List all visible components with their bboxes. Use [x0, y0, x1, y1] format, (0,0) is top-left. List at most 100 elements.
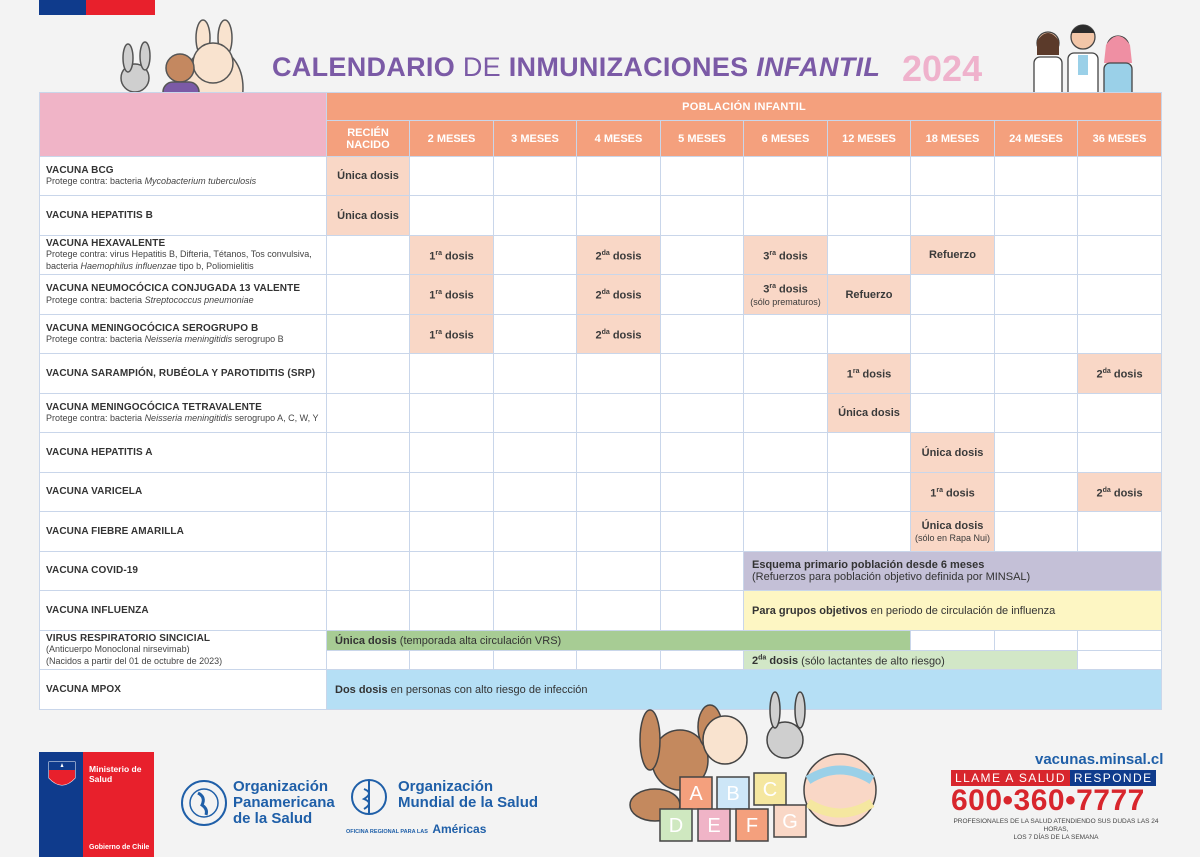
vaccine-cell: VACUNA HEPATITIS B — [39, 195, 327, 236]
vaccine-name: VACUNA MPOX — [46, 683, 121, 695]
vaccine-name: VACUNA HEXAVALENTE — [46, 237, 166, 249]
website-link[interactable]: vacunas.minsal.cl — [1035, 751, 1164, 768]
vaccine-name: VACUNA HEPATITIS B — [46, 209, 153, 221]
dose-cell: Única dosis — [326, 156, 410, 196]
gobierno-label: Gobierno de Chile — [89, 844, 150, 851]
vaccine-cell: VACUNA SARAMPIÓN, RUBÉOLA Y PAROTIDITIS … — [39, 353, 327, 394]
vaccine-name: VACUNA HEPATITIS A — [46, 446, 153, 458]
block-letter: G — [782, 811, 798, 833]
table-row: VACUNA MENINGOCÓCICA SEROGRUPO B Protege… — [39, 314, 1163, 354]
title-part1: CALENDARIO — [272, 52, 455, 82]
dose-cell: Única dosis — [827, 393, 911, 433]
dose-cell: Única dosis — [910, 432, 995, 473]
vrs-schedule-2: 2da dosis (sólo lactantes de alto riesgo… — [743, 650, 1078, 670]
block-letter: B — [726, 783, 739, 805]
ministerio-label: Salud — [89, 774, 113, 784]
oms-region-small: OFICINA REGIONAL PARA LAS — [346, 829, 428, 835]
llame-banner: LLAME A SALUD RESPONDE — [951, 770, 1161, 786]
vaccine-cell: VACUNA MENINGOCÓCICA TETRAVALENTE Proteg… — [39, 393, 327, 433]
ministerio-logo: Ministerio de Salud Gobierno de Chile — [39, 752, 154, 857]
age-header: 18 MESES — [910, 120, 995, 157]
table-row: VACUNA FIEBRE AMARILLA Única dosis (sólo … — [39, 511, 1163, 552]
dose-cell: 1ra dosis — [409, 274, 494, 315]
dose-cell: Refuerzo — [827, 274, 911, 315]
vaccine-cell: VACUNA COVID-19 — [39, 551, 327, 591]
table-row: VACUNA NEUMOCÓCICA CONJUGADA 13 VALENTE … — [39, 274, 1163, 315]
table-row: VACUNA BCG Protege contra: bacteria Myco… — [39, 156, 1163, 196]
vaccine-name: VACUNA BCG — [46, 164, 114, 176]
age-header: 3 MESES — [493, 120, 577, 157]
title-part3: INMUNIZACIONES — [508, 52, 749, 82]
vaccine-cell: VACUNA NEUMOCÓCICA CONJUGADA 13 VALENTE … — [39, 274, 327, 315]
vaccine-name: VACUNA SARAMPIÓN, RUBÉOLA Y PAROTIDITIS … — [46, 367, 316, 379]
age-header: 5 MESES — [660, 120, 744, 157]
vaccine-name: VACUNA MENINGOCÓCICA SEROGRUPO B — [46, 322, 259, 334]
vaccine-protection: Protege contra: bacteria Mycobacterium t… — [46, 176, 257, 186]
vaccine-cell: VIRUS RESPIRATORIO SINCICIAL (Anticuerpo… — [39, 630, 327, 670]
vaccine-cell: VACUNA FIEBRE AMARILLA — [39, 511, 327, 552]
dose-cell: 2da dosis — [1076, 353, 1163, 394]
title-part4: INFANTIL — [756, 52, 881, 82]
vrs-schedule-1: Única dosis (temporada alta circulación … — [326, 630, 911, 651]
vaccine-cell: VACUNA BCG Protege contra: bacteria Myco… — [39, 156, 327, 196]
table-row: VACUNA HEPATITIS B Única dosis — [39, 195, 1163, 236]
dose-cell: 3ra dosis — [743, 235, 828, 275]
ops-label: Organización — [233, 778, 329, 795]
title-part2: DE — [462, 52, 501, 82]
table-row: VIRUS RESPIRATORIO SINCICIAL (Anticuerpo… — [39, 630, 1163, 670]
table-row: VACUNA COVID-19 Esquema primario poblaci… — [39, 551, 1163, 591]
vaccine-protection: (Nacidos a partir del 01 de octubre de 2… — [46, 655, 223, 666]
age-header: 24 MESES — [994, 120, 1078, 157]
dose-cell: Única dosis — [326, 195, 410, 236]
vaccine-name: VACUNA VARICELA — [46, 486, 143, 498]
table-row: VACUNA MENINGOCÓCICA TETRAVALENTE Proteg… — [39, 393, 1163, 433]
who-emblem-icon — [351, 779, 387, 815]
table-row: 2da dosis (sólo lactantes de alto riesgo… — [40, 650, 1163, 670]
table-row: VACUNA MPOX Dos dosis en personas con al… — [39, 669, 1163, 710]
block-letter: A — [689, 783, 703, 805]
vaccine-protection: Protege contra: bacteria Neisseria menin… — [46, 334, 284, 344]
vaccine-protection: Protege contra: bacteria Neisseria menin… — [46, 413, 319, 423]
age-header: 6 MESES — [743, 120, 828, 157]
vaccine-name: VIRUS RESPIRATORIO SINCICIAL — [46, 632, 211, 644]
llame-part1: LLAME A SALUD — [951, 770, 1070, 786]
header-corner — [39, 92, 327, 157]
influenza-schedule: Para grupos objetivos en periodo de circ… — [742, 590, 1163, 631]
year-label: 2024 — [902, 48, 983, 89]
table-row: VACUNA VARICELA 1ra dosis 2da dosis — [39, 472, 1163, 512]
block-letter: E — [707, 815, 720, 837]
dose-cell: Única dosis (sólo en Rapa Nui) — [910, 511, 995, 552]
vaccine-name: VACUNA INFLUENZA — [46, 604, 149, 616]
chile-coat-of-arms-icon — [48, 761, 76, 786]
age-header: 36 MESES — [1076, 120, 1163, 157]
vaccine-cell: VACUNA HEXAVALENTE Protege contra: virus… — [39, 235, 327, 275]
dose-cell: 3ra dosis (sólo prematuros) — [743, 274, 828, 315]
age-header: RECIÉN NACIDO — [326, 120, 410, 157]
vaccine-protection: Protege contra: bacteria Streptococcus p… — [46, 294, 254, 305]
vaccine-protection: (Anticuerpo Monoclonal nirsevimab) — [46, 644, 190, 655]
contact-note: PROFESIONALES DE LA SALUD ATENDIENDO SUS… — [953, 818, 1159, 841]
dose-cell: 1ra dosis — [827, 353, 911, 394]
phone-number[interactable]: 600•360•7777 — [951, 784, 1145, 817]
vaccine-cell: VACUNA HEPATITIS A — [39, 432, 327, 473]
immunization-schedule-table: POBLACIÓN INFANTIL RECIÉN NACIDO 2 MESES… — [39, 92, 1163, 710]
dose-cell: 2da dosis — [1076, 472, 1163, 512]
oms-region-big: Américas — [432, 822, 487, 836]
table-row: VACUNA INFLUENZA Para grupos objetivos e… — [39, 590, 1163, 631]
ops-label: de la Salud — [233, 810, 313, 827]
vaccine-name: VACUNA COVID-19 — [46, 565, 139, 577]
vaccine-cell: VACUNA INFLUENZA — [39, 590, 327, 631]
table-row: VACUNA HEPATITIS A Única dosis — [39, 432, 1163, 473]
table-row: VACUNA HEXAVALENTE Protege contra: virus… — [39, 235, 1163, 275]
oms-logo: Organización Mundial de la Salud OFICINA… — [346, 777, 538, 837]
vaccine-name: VACUNA MENINGOCÓCICA TETRAVALENTE — [46, 401, 262, 413]
dose-cell: 2da dosis — [576, 235, 661, 275]
age-header: 2 MESES — [409, 120, 494, 157]
oms-label: Organización — [398, 778, 494, 795]
block-letter: F — [746, 815, 758, 837]
vaccine-cell: VACUNA MENINGOCÓCICA SEROGRUPO B Protege… — [39, 314, 327, 354]
age-header: 4 MESES — [576, 120, 661, 157]
flag-bar-blue — [39, 0, 86, 15]
population-header: POBLACIÓN INFANTIL — [325, 92, 1163, 121]
llame-part2: RESPONDE — [1069, 770, 1157, 786]
